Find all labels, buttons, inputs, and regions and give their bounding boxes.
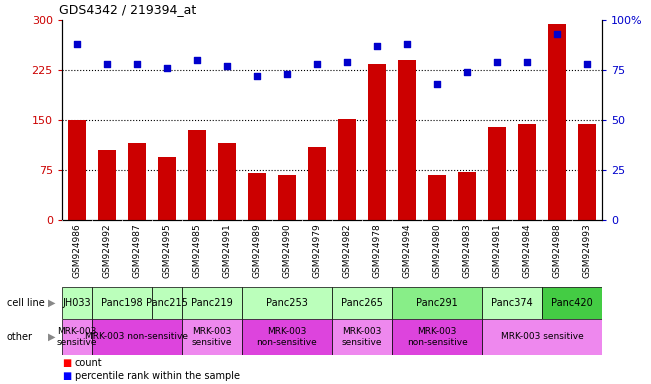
Text: ▶: ▶ — [48, 298, 56, 308]
Text: Panc253: Panc253 — [266, 298, 308, 308]
Point — [462, 69, 473, 75]
Text: GSM924980: GSM924980 — [432, 223, 441, 278]
Text: GSM924982: GSM924982 — [342, 223, 352, 278]
Text: Panc198: Panc198 — [101, 298, 143, 308]
Text: Panc420: Panc420 — [551, 298, 593, 308]
Bar — [482, 319, 602, 355]
Text: GSM924994: GSM924994 — [402, 223, 411, 278]
Bar — [338, 119, 356, 220]
Text: Panc291: Panc291 — [416, 298, 458, 308]
Bar — [332, 319, 392, 355]
Bar — [242, 319, 332, 355]
Point — [342, 59, 352, 65]
Point — [522, 59, 533, 65]
Text: GDS4342 / 219394_at: GDS4342 / 219394_at — [59, 3, 196, 17]
Bar — [578, 124, 596, 220]
Bar — [248, 174, 266, 220]
Text: GSM924986: GSM924986 — [72, 223, 81, 278]
Text: GSM924990: GSM924990 — [283, 223, 292, 278]
Text: Panc374: Panc374 — [492, 298, 533, 308]
Bar — [92, 319, 182, 355]
Text: ■: ■ — [62, 371, 71, 381]
Text: MRK-003
non-sensitive: MRK-003 non-sensitive — [407, 327, 467, 347]
Bar — [182, 319, 242, 355]
Bar — [242, 287, 332, 319]
Bar — [218, 144, 236, 220]
Point — [252, 73, 262, 79]
Text: GSM924992: GSM924992 — [102, 223, 111, 278]
Text: GSM924989: GSM924989 — [253, 223, 262, 278]
Point — [492, 59, 503, 65]
Bar — [92, 287, 152, 319]
Bar — [458, 172, 476, 220]
Bar — [98, 150, 116, 220]
Bar — [428, 175, 446, 220]
Text: GSM924983: GSM924983 — [463, 223, 471, 278]
Point — [72, 41, 82, 47]
Text: MRK-003 non-sensitive: MRK-003 non-sensitive — [85, 333, 188, 341]
Text: GSM924988: GSM924988 — [553, 223, 562, 278]
Text: GSM924991: GSM924991 — [223, 223, 232, 278]
Bar — [482, 287, 542, 319]
Text: percentile rank within the sample: percentile rank within the sample — [75, 371, 240, 381]
Point — [282, 71, 292, 77]
Bar — [62, 319, 92, 355]
Point — [582, 61, 592, 67]
Bar — [392, 287, 482, 319]
Text: GSM924984: GSM924984 — [523, 223, 532, 278]
Text: GSM924981: GSM924981 — [493, 223, 502, 278]
Bar — [68, 120, 86, 220]
Point — [102, 61, 112, 67]
Bar — [152, 287, 182, 319]
Bar — [392, 319, 482, 355]
Point — [432, 81, 442, 87]
Text: GSM924985: GSM924985 — [193, 223, 201, 278]
Text: JH033: JH033 — [62, 298, 91, 308]
Bar — [398, 60, 416, 220]
Text: GSM924993: GSM924993 — [583, 223, 592, 278]
Bar — [548, 24, 566, 220]
Text: GSM924979: GSM924979 — [312, 223, 322, 278]
Point — [132, 61, 142, 67]
Text: ■: ■ — [62, 358, 71, 368]
Point — [552, 31, 562, 37]
Text: MRK-003
sensitive: MRK-003 sensitive — [57, 327, 97, 347]
Text: GSM924995: GSM924995 — [162, 223, 171, 278]
Text: MRK-003
sensitive: MRK-003 sensitive — [342, 327, 382, 347]
Text: MRK-003
sensitive: MRK-003 sensitive — [191, 327, 232, 347]
Point — [191, 57, 202, 63]
Text: other: other — [7, 332, 33, 342]
Point — [222, 63, 232, 70]
Bar — [158, 157, 176, 220]
Bar — [308, 147, 326, 220]
Point — [312, 61, 322, 67]
Bar — [182, 287, 242, 319]
Bar — [332, 287, 392, 319]
Bar — [128, 144, 146, 220]
Text: GSM924987: GSM924987 — [132, 223, 141, 278]
Text: cell line: cell line — [7, 298, 44, 308]
Point — [402, 41, 412, 47]
Text: MRK-003
non-sensitive: MRK-003 non-sensitive — [256, 327, 317, 347]
Text: Panc219: Panc219 — [191, 298, 233, 308]
Point — [372, 43, 382, 50]
Bar — [62, 287, 92, 319]
Point — [161, 65, 172, 71]
Bar — [518, 124, 536, 220]
Text: GSM924978: GSM924978 — [372, 223, 381, 278]
Text: Panc215: Panc215 — [146, 298, 188, 308]
Bar — [278, 175, 296, 220]
Bar — [368, 64, 386, 220]
Text: Panc265: Panc265 — [341, 298, 383, 308]
Text: count: count — [75, 358, 102, 368]
Text: MRK-003 sensitive: MRK-003 sensitive — [501, 333, 583, 341]
Text: ▶: ▶ — [48, 332, 56, 342]
Bar — [188, 130, 206, 220]
Bar — [542, 287, 602, 319]
Bar — [488, 127, 506, 220]
